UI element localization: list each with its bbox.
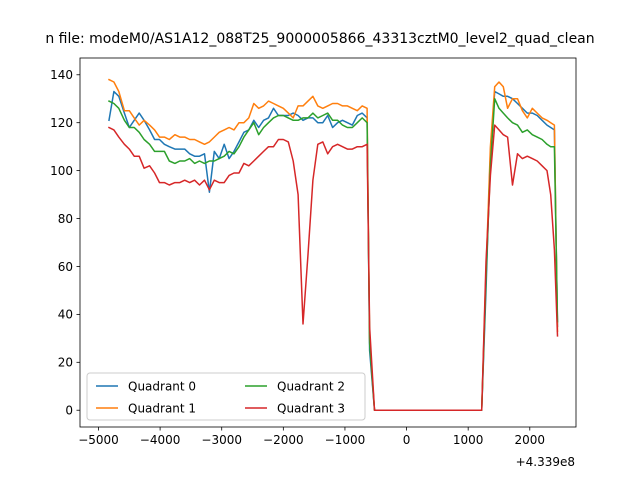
x-tick-label: 0 [403, 433, 411, 447]
series-line-quadrant-2 [107, 97, 559, 411]
series-line-quadrant-0 [108, 90, 559, 411]
series-line-quadrant-3 [107, 124, 559, 411]
axes: −5000 −4000 −3000 −2000 −1000 0 1000 2000 0 20 40 6… [50, 57, 577, 447]
x-tick-label: −5000 [78, 433, 119, 447]
y-tick-label: 120 [50, 116, 73, 130]
series-line-quadrant-1 [107, 78, 559, 411]
x-tick-label: −3000 [201, 433, 242, 447]
x-tick-label: −4000 [140, 433, 181, 447]
y-tick-label: 20 [58, 356, 73, 370]
y-tick-label: 0 [65, 404, 73, 418]
legend-label: Quadrant 1 [128, 401, 196, 415]
y-tick-label: 40 [58, 308, 73, 322]
legend-box [86, 372, 366, 421]
legend-label: Quadrant 0 [128, 379, 196, 393]
x-tick-label: −1000 [325, 433, 366, 447]
y-tick-label: 100 [50, 164, 73, 178]
x-tick-label: −2000 [263, 433, 304, 447]
chart-title: n file: modeM0/AS1A12_088T25_9000005866_… [45, 31, 594, 47]
legend: Quadrant 0 Quadrant 1 Quadrant 2 Quadrant 3 [86, 372, 366, 421]
x-tick-label: 2000 [515, 433, 546, 447]
y-tick-label: 60 [58, 260, 73, 274]
x-axis-offset-label: +4.339e8 [516, 455, 575, 469]
x-tick-label: 1000 [453, 433, 484, 447]
y-tick-label: 80 [58, 212, 73, 226]
y-tick-label: 140 [50, 68, 73, 82]
plot-frame [79, 57, 577, 428]
legend-label: Quadrant 2 [277, 379, 345, 393]
legend-label: Quadrant 3 [277, 401, 345, 415]
